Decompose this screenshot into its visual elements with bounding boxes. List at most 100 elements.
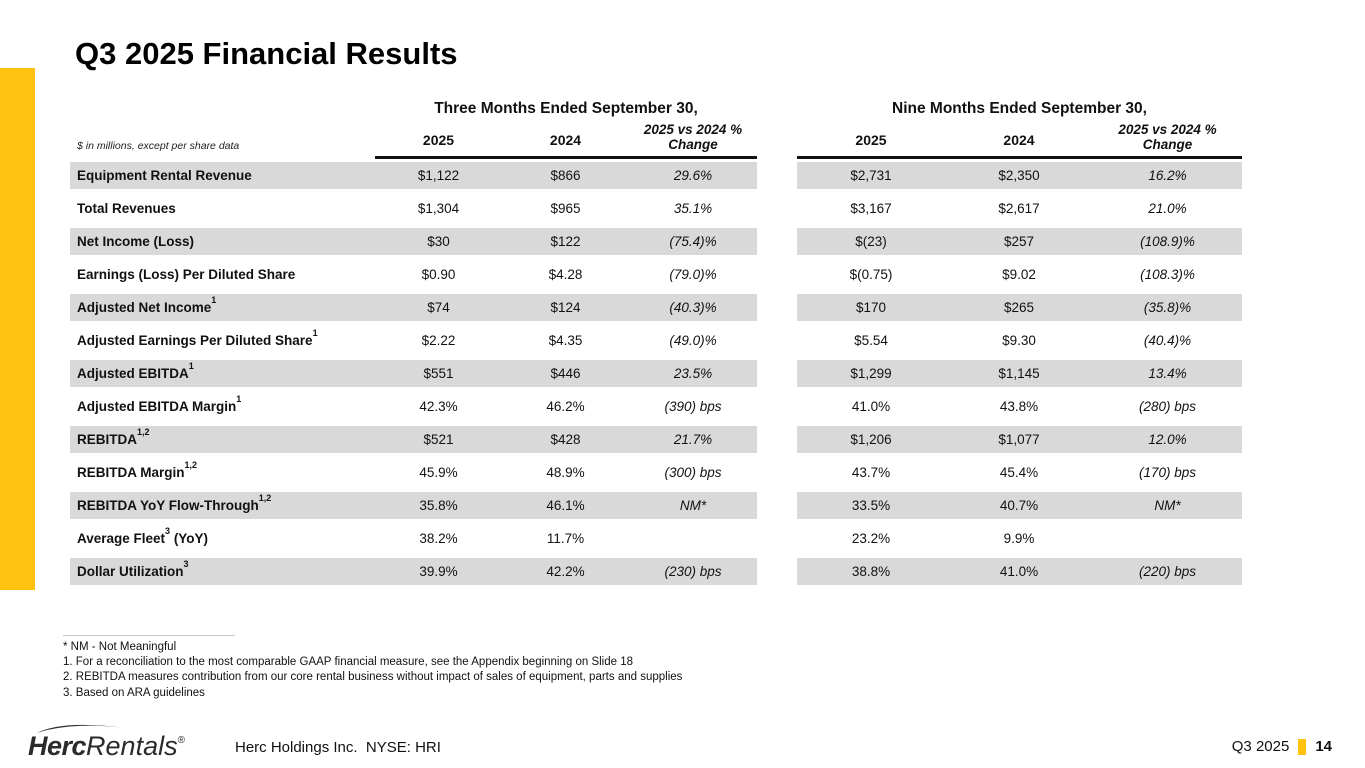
slide-footer-right: Q3 2025 14 — [1232, 738, 1332, 755]
row-label: REBITDA YoY Flow-Through1,2 — [70, 492, 375, 519]
table-row: Adjusted Earnings Per Diluted Share1 $2.2… — [70, 327, 1242, 354]
row-value: 42.3% — [419, 399, 458, 414]
group-gap — [757, 426, 797, 453]
footnote-line: 3. Based on ARA guidelines — [63, 686, 205, 699]
financial-results-table: Three Months Ended September 30, Nine Mo… — [70, 100, 1242, 591]
group-gap — [757, 393, 797, 420]
row-value: NM* — [629, 492, 757, 519]
row-value: $74 — [375, 294, 502, 321]
row-label: REBITDA Margin1,2 — [77, 459, 198, 480]
row-value: $(23) — [797, 228, 945, 255]
group-gap — [757, 162, 797, 189]
row-label: Net Income (Loss) — [70, 228, 375, 255]
row-value: 23.2% — [851, 531, 891, 546]
table-header: Three Months Ended September 30, Nine Mo… — [70, 100, 1242, 162]
row-value: 21.0% — [1148, 201, 1187, 216]
row-value: (280) bps — [1138, 399, 1197, 414]
group-gap — [757, 195, 797, 222]
row-value: $122 — [502, 228, 629, 255]
row-value: $265 — [945, 294, 1093, 321]
logo-rentals-text: Rentals — [86, 731, 178, 761]
row-value: (35.8)% — [1093, 294, 1242, 321]
col-header-9mo-change-line2: Change — [1142, 137, 1193, 152]
row-label: REBITDA1,2 — [70, 426, 375, 453]
units-note: $ in millions, except per share data — [77, 140, 240, 152]
row-value: $4.28 — [548, 267, 583, 282]
table-row: Adjusted EBITDA Margin1 42.3% 46.2% (390) b… — [70, 393, 1242, 420]
row-value: (108.9)% — [1093, 228, 1242, 255]
row-value: $(0.75) — [849, 267, 893, 282]
row-value: 39.9% — [375, 558, 502, 585]
row-label: Adjusted EBITDA Margin1 — [77, 393, 242, 414]
table-row: Equipment Rental Revenue $1,122 $866 29.6% $… — [70, 162, 1242, 189]
row-value: $2.22 — [421, 333, 456, 348]
row-value: $1,304 — [417, 201, 460, 216]
row-value: 21.7% — [629, 426, 757, 453]
row-value: $170 — [797, 294, 945, 321]
row-value: 41.0% — [945, 558, 1093, 585]
row-value: $9.02 — [1002, 267, 1036, 282]
row-value: 46.2% — [546, 399, 585, 414]
row-value: 43.8% — [999, 399, 1039, 414]
row-value: 23.5% — [629, 360, 757, 387]
col-header-3mo-2024: 2024 — [549, 132, 582, 148]
row-value: (390) bps — [664, 399, 722, 414]
table-row: Earnings (Loss) Per Diluted Share $0.90 $4… — [70, 261, 1242, 288]
row-label: Average Fleet3 (YoY) — [77, 525, 209, 546]
col-header-9mo-2024: 2024 — [1003, 132, 1035, 148]
row-value: 41.0% — [851, 399, 891, 414]
row-label: Dollar Utilization3 — [70, 558, 375, 585]
table-row: Total Revenues $1,304 $965 35.1% $3,167 $2,61… — [70, 195, 1242, 222]
row-value: 38.2% — [419, 531, 458, 546]
row-value: $1,122 — [375, 162, 502, 189]
row-value: 9.9% — [1003, 531, 1035, 546]
row-label: Adjusted Net Income1 — [70, 294, 375, 321]
group-gap — [757, 228, 797, 255]
table-row: Adjusted EBITDA1 $551 $446 23.5% $1,299 $1,14… — [70, 360, 1242, 387]
table-row: REBITDA YoY Flow-Through1,2 35.8% 46.1% NM*… — [70, 492, 1242, 519]
group-gap — [757, 360, 797, 387]
table-row: REBITDA Margin1,2 45.9% 48.9% (300) bps 43.7… — [70, 459, 1242, 486]
row-value — [629, 525, 757, 552]
row-value: $965 — [550, 201, 581, 216]
row-value: $124 — [502, 294, 629, 321]
footnote-line: 1. For a reconciliation to the most comp… — [63, 656, 634, 669]
row-value: $3,167 — [850, 201, 892, 216]
group-gap — [757, 261, 797, 288]
row-value: 29.6% — [629, 162, 757, 189]
footnote-line: * NM - Not Meaningful — [63, 641, 177, 653]
row-value: 35.8% — [375, 492, 502, 519]
row-value: (300) bps — [664, 465, 722, 480]
group-gap — [757, 492, 797, 519]
col-header-3mo-change-line1: 2025 vs 2024 % — [643, 122, 743, 137]
table-row: REBITDA1,2 $521 $428 21.7% $1,206 $1,077 12.0% — [70, 426, 1242, 453]
row-value: $2,617 — [998, 201, 1040, 216]
table-body: Equipment Rental Revenue $1,122 $866 29.6% $… — [70, 162, 1242, 585]
col-header-9mo-2025: 2025 — [855, 132, 887, 148]
header-rule-three-months — [375, 156, 757, 159]
row-label: Equipment Rental Revenue — [70, 162, 375, 189]
row-label: Adjusted Earnings Per Diluted Share1 — [77, 327, 318, 348]
row-value: (170) bps — [1138, 465, 1197, 480]
row-value: 33.5% — [797, 492, 945, 519]
row-value: (40.4)% — [1143, 333, 1192, 348]
row-label: Total Revenues — [77, 201, 176, 216]
row-value: 40.7% — [945, 492, 1093, 519]
row-value: $428 — [502, 426, 629, 453]
row-value: $2,350 — [945, 162, 1093, 189]
col-header-9mo-change: 2025 vs 2024 % Change — [1093, 122, 1242, 152]
row-label: Earnings (Loss) Per Diluted Share — [77, 267, 296, 282]
header-rule-nine-months — [797, 156, 1242, 159]
row-value: $2,731 — [797, 162, 945, 189]
table-row: Adjusted Net Income1 $74 $124 (40.3)% $170 $2… — [70, 294, 1242, 321]
row-value: (75.4)% — [629, 228, 757, 255]
row-value: 42.2% — [502, 558, 629, 585]
row-value: 38.8% — [797, 558, 945, 585]
col-header-3mo-change-line2: Change — [668, 137, 718, 152]
row-value: 46.1% — [502, 492, 629, 519]
row-value: $551 — [375, 360, 502, 387]
row-value: $4.35 — [548, 333, 583, 348]
group-gap — [757, 558, 797, 585]
table-row: Net Income (Loss) $30 $122 (75.4)% $(23) $257… — [70, 228, 1242, 255]
